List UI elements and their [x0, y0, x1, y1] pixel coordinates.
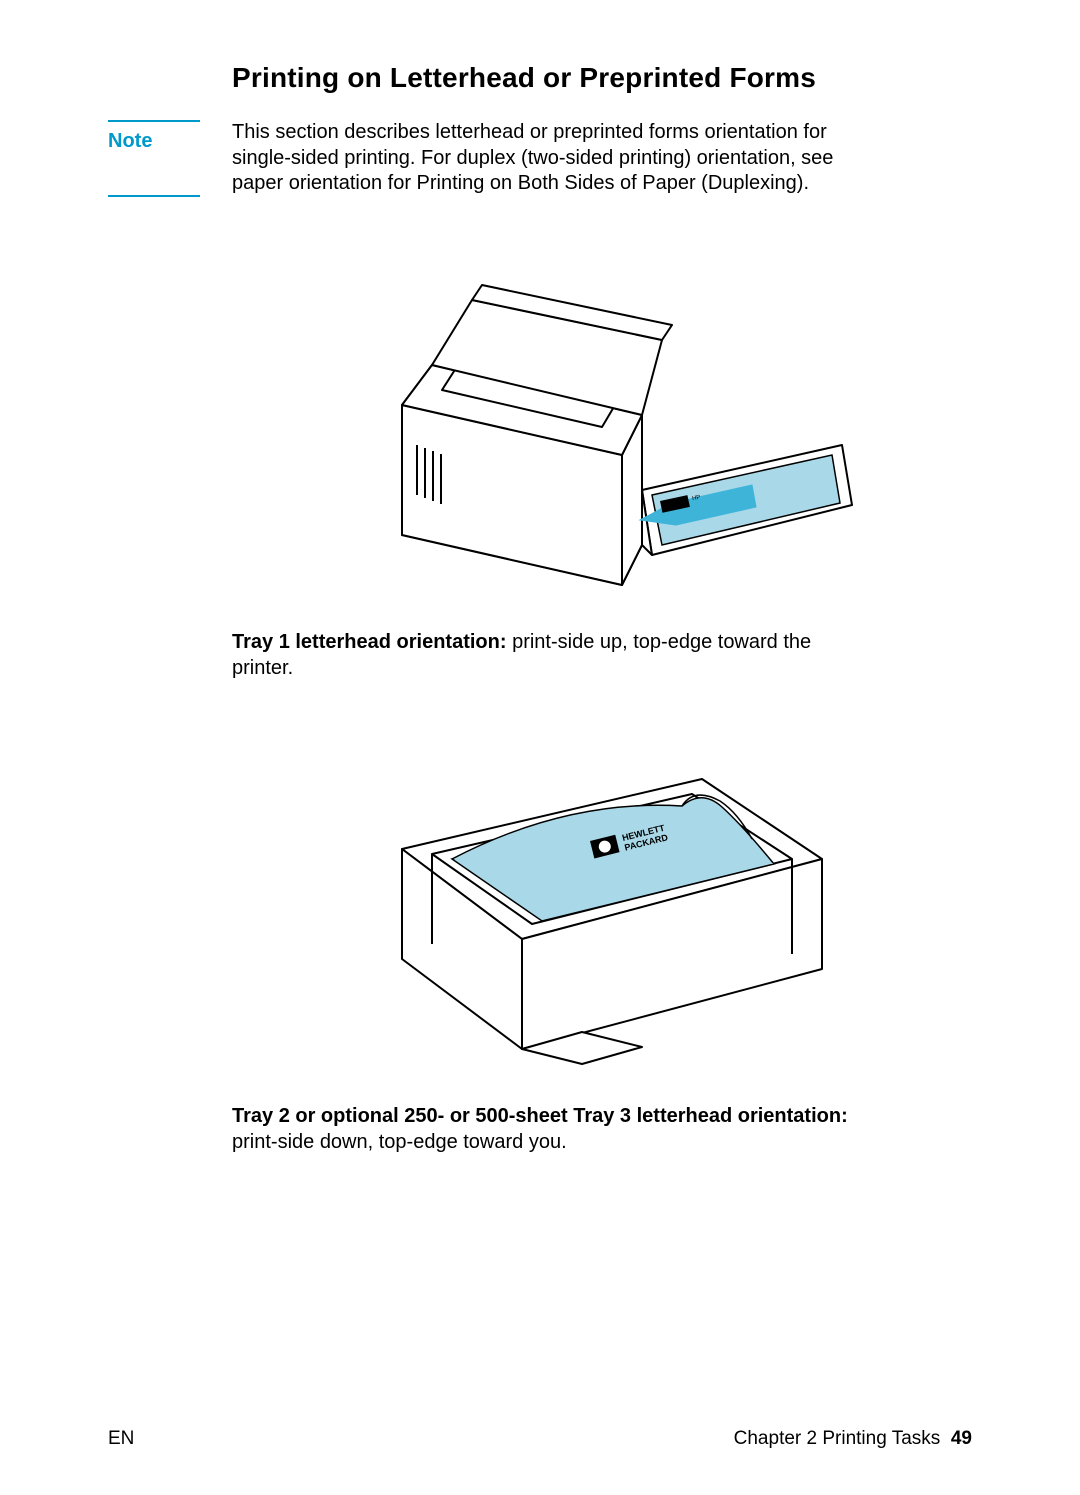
page-footer: EN Chapter 2 Printing Tasks 49: [108, 1428, 972, 1450]
footer-page-number: 49: [951, 1428, 972, 1449]
caption-2: Tray 2 or optional 250- or 500-sheet Tra…: [232, 1104, 872, 1155]
figure-1: HP: [232, 245, 972, 610]
footer-chapter-text: Chapter 2 Printing Tasks: [734, 1428, 941, 1449]
note-rule-bottom: [108, 195, 200, 197]
tray2-illustration: HEWLETT PACKARD: [342, 729, 862, 1079]
printer-tray1-illustration: HP: [322, 245, 882, 605]
caption-2-rest: print-side down, top-edge toward you.: [232, 1131, 567, 1153]
note-body-text: This section describes letterhead or pre…: [232, 120, 872, 197]
note-block: Note This section describes letterhead o…: [108, 120, 972, 197]
caption-1: Tray 1 letterhead orientation: print-sid…: [232, 630, 872, 681]
note-rule-top: [108, 120, 200, 122]
figure-2: HEWLETT PACKARD: [232, 729, 972, 1084]
caption-2-bold: Tray 2 or optional 250- or 500-sheet Tra…: [232, 1105, 848, 1127]
caption-1-bold: Tray 1 letterhead orientation:: [232, 631, 507, 653]
note-label: Note: [108, 130, 232, 153]
page-heading: Printing on Letterhead or Preprinted For…: [232, 62, 972, 94]
footer-chapter: Chapter 2 Printing Tasks 49: [734, 1428, 972, 1450]
footer-lang: EN: [108, 1428, 134, 1450]
